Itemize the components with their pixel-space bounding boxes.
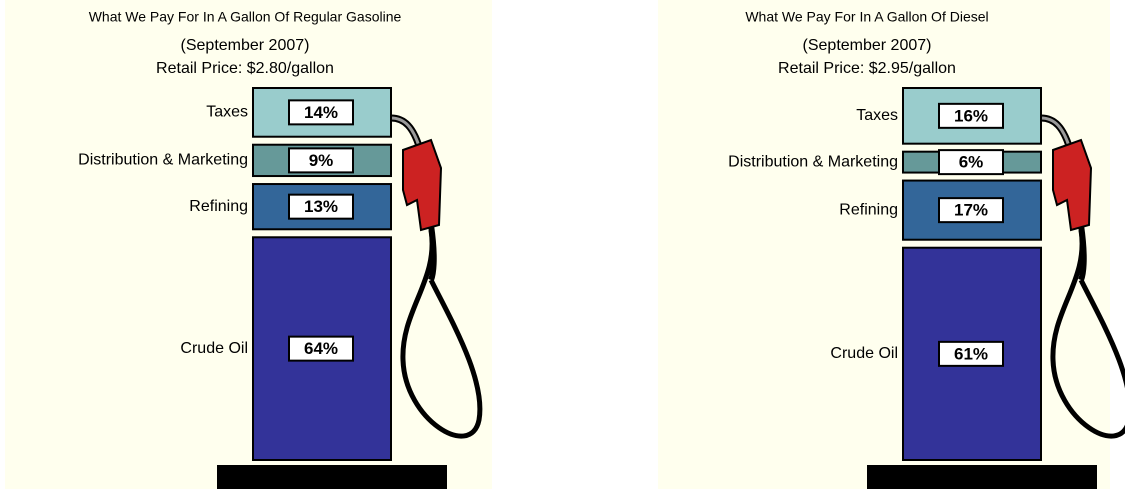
- value-label: 16%: [954, 106, 988, 125]
- chart-subtitle: (September 2007): [181, 37, 310, 54]
- category-label: Crude Oil: [180, 340, 248, 357]
- value-label: 64%: [304, 339, 338, 358]
- hose: [1081, 225, 1084, 280]
- category-label: Crude Oil: [830, 345, 898, 362]
- category-label: Refining: [839, 201, 898, 218]
- chart-title: What We Pay For In A Gallon Of Diesel: [745, 9, 988, 25]
- hose: [431, 225, 434, 280]
- chart-title: What We Pay For In A Gallon Of Regular G…: [89, 9, 402, 25]
- page: {"chart_data": [ {"type": "pump", "title…: [0, 0, 1125, 489]
- value-label: 14%: [304, 103, 338, 122]
- category-label: Refining: [189, 198, 248, 215]
- value-label: 61%: [954, 344, 988, 363]
- chart-subtitle: (September 2007): [803, 37, 932, 54]
- value-label: 13%: [304, 197, 338, 216]
- annotation: Retail Price: $2.95/gallon: [778, 60, 956, 77]
- category-label: Taxes: [856, 107, 898, 124]
- pump-base: [867, 465, 1097, 489]
- chart: What We Pay For In A Gallon Of Regular G…: [0, 0, 1125, 489]
- value-label: 6%: [959, 153, 984, 172]
- category-label: Distribution & Marketing: [78, 152, 248, 169]
- category-label: Taxes: [206, 104, 248, 121]
- pump-base: [217, 465, 447, 489]
- value-label: 9%: [309, 151, 334, 170]
- value-label: 17%: [954, 201, 988, 220]
- annotation: Retail Price: $2.80/gallon: [156, 60, 334, 77]
- category-label: Distribution & Marketing: [728, 153, 898, 170]
